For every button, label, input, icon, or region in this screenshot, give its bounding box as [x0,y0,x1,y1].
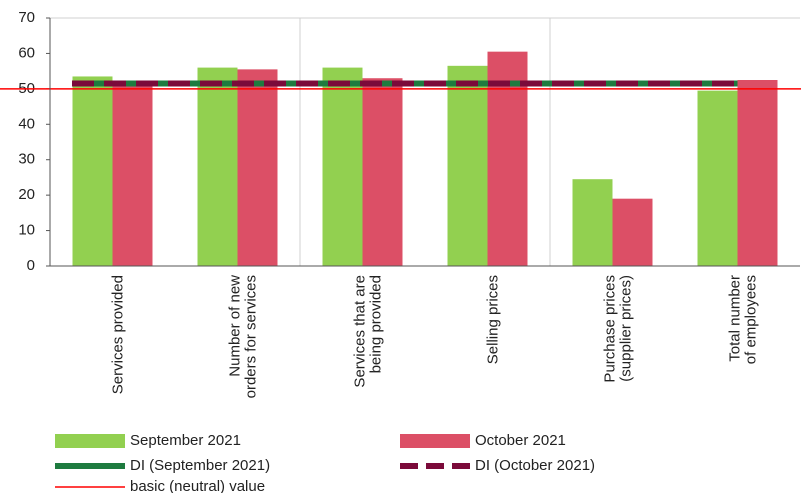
bar [447,65,488,266]
x-tick-label-line: Selling prices [484,275,501,364]
bar [197,67,238,266]
x-tick-label: Services that arebeing provided [351,275,384,388]
y-tick-label: 10 [18,222,35,239]
x-tick-label: Purchase prices(supplier prices) [601,275,634,383]
y-tick-label: 40 [18,115,35,132]
x-tick-label-line: (supplier prices) [617,275,634,382]
legend-label: October 2021 [475,432,566,449]
bar [237,69,278,266]
x-tick-label-line: being provided [367,275,384,373]
x-tick-label-line: Purchase prices [601,275,618,383]
x-tick-label-line: orders for services [242,275,259,398]
x-tick-label-line: Services provided [109,275,126,394]
x-tick-label-line: Total number [726,275,743,362]
legend-label: basic (neutral) value [130,478,265,493]
y-tick-label: 20 [18,186,35,203]
bar [697,90,738,266]
bar [112,85,153,266]
x-tick-label: Selling prices [484,275,501,364]
y-tick-label: 70 [18,9,35,26]
x-tick-label-line: Services that are [351,275,368,388]
legend-swatch [400,434,470,448]
y-tick-label: 60 [18,44,35,61]
bar [362,78,403,266]
bar [572,179,613,266]
y-tick-label: 0 [27,257,35,274]
bar [72,76,113,266]
legend-label: DI (September 2021) [130,457,270,474]
x-tick-label: Services provided [109,275,126,394]
bar [487,51,528,267]
legend-label: September 2021 [130,432,241,449]
x-tick-label-line: of employees [742,275,759,364]
bar [322,67,363,266]
bar [612,198,653,266]
y-tick-label: 30 [18,151,35,168]
legend-label: DI (October 2021) [475,457,595,474]
bar [737,80,778,266]
x-tick-label-line: Number of new [226,275,243,377]
x-tick-label: Total numberof employees [726,275,759,364]
x-tick-label: Number of neworders for services [226,275,259,399]
legend-swatch [55,434,125,448]
